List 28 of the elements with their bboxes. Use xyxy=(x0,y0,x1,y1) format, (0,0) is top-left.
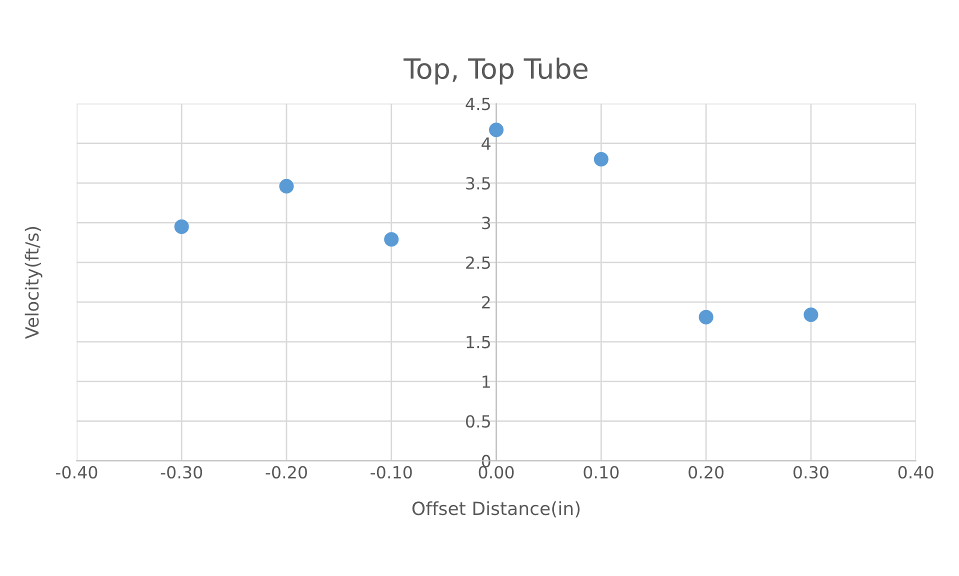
y-axis-title: Velocity(ft/s) xyxy=(24,227,42,339)
x-tick-label: -0.30 xyxy=(160,466,202,479)
x-tick-label: -0.10 xyxy=(370,466,412,479)
x-tick-label: -0.20 xyxy=(266,466,307,479)
y-tick-label: 1.5 xyxy=(466,336,490,348)
x-tick-label: 0.30 xyxy=(794,466,828,479)
x-tick-label: -0.40 xyxy=(56,466,98,479)
point xyxy=(804,307,818,322)
y-tick-label: 2.5 xyxy=(466,256,490,269)
y-tick-label: 0.5 xyxy=(466,415,490,428)
x-tick-label: 0.40 xyxy=(898,466,934,479)
y-tick-label: 1 xyxy=(482,376,490,388)
point xyxy=(489,122,504,138)
point xyxy=(384,232,399,247)
point xyxy=(698,310,714,324)
x-tick-label: 0.20 xyxy=(688,466,724,479)
y-tick-label: 3 xyxy=(482,216,490,230)
point xyxy=(279,178,294,194)
y-tick-label: 4.5 xyxy=(466,98,490,110)
x-tick-label: 0.00 xyxy=(478,466,514,479)
y-tick-label: 3.5 xyxy=(466,177,490,190)
y-tick-label: 2 xyxy=(482,296,490,308)
x-axis-title: Offset Distance(in) xyxy=(412,501,580,518)
y-tick-label: 4 xyxy=(482,138,490,150)
point xyxy=(174,219,189,234)
point xyxy=(594,152,608,167)
chart-title: Top, Top Tube xyxy=(404,58,588,84)
x-tick-label: 0.10 xyxy=(584,466,619,479)
